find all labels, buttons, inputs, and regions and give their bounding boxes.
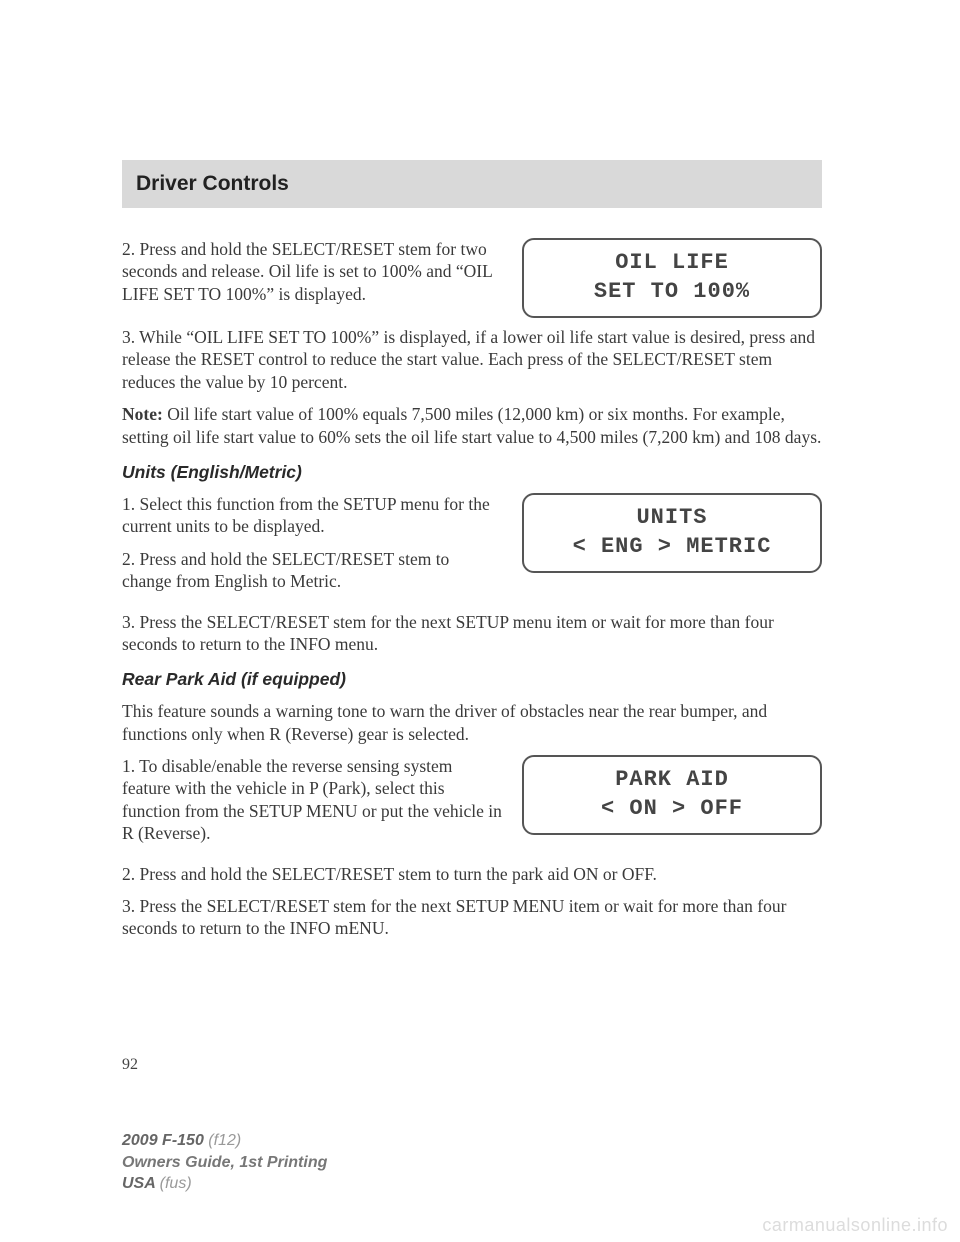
row-units: 1. Select this function from the SETUP m…	[122, 493, 822, 603]
footer-region: USA	[122, 1175, 160, 1192]
footer-line-3: USA (fus)	[122, 1173, 327, 1195]
lcd-display-park-aid: PARK AID < ON > OFF	[522, 755, 822, 835]
paragraph: 1. To disable/enable the reverse sensing…	[122, 755, 502, 845]
footer-guide: Owners Guide, 1st Printing	[122, 1152, 327, 1174]
display-line: UNITS	[636, 504, 707, 533]
watermark-text: carmanualsonline.info	[762, 1215, 948, 1236]
subheading-park-aid: Rear Park Aid (if equipped)	[122, 669, 822, 690]
text-block: 1. Select this function from the SETUP m…	[122, 493, 502, 603]
paragraph: 2. Press and hold the SELECT/RESET stem …	[122, 238, 502, 305]
lcd-display-units: UNITS < ENG > METRIC	[522, 493, 822, 573]
section-header-bar: Driver Controls	[122, 160, 822, 208]
note-text: Oil life start value of 100% equals 7,50…	[122, 404, 821, 446]
paragraph: 2. Press and hold the SELECT/RESET stem …	[122, 863, 822, 885]
paragraph: 3. While “OIL LIFE SET TO 100%” is displ…	[122, 326, 822, 393]
footer-line-1: 2009 F-150 (f12)	[122, 1130, 327, 1152]
footer-region-code: (fus)	[160, 1175, 192, 1192]
page-number: 92	[122, 1056, 138, 1074]
paragraph: 2. Press and hold the SELECT/RESET stem …	[122, 548, 502, 593]
footer-vehicle-code: (f12)	[208, 1132, 241, 1149]
paragraph: This feature sounds a warning tone to wa…	[122, 700, 822, 745]
paragraph: 3. Press the SELECT/RESET stem for the n…	[122, 895, 822, 940]
text-block: 2. Press and hold the SELECT/RESET stem …	[122, 238, 502, 318]
lcd-display-oil-life: OIL LIFE SET TO 100%	[522, 238, 822, 318]
subheading-units: Units (English/Metric)	[122, 462, 822, 483]
display-line: OIL LIFE	[615, 249, 729, 278]
footer-block: 2009 F-150 (f12) Owners Guide, 1st Print…	[122, 1130, 327, 1195]
display-line: < ENG > METRIC	[573, 533, 772, 562]
display-line: PARK AID	[615, 766, 729, 795]
paragraph: 1. Select this function from the SETUP m…	[122, 493, 502, 538]
paragraph-note: Note: Oil life start value of 100% equal…	[122, 403, 822, 448]
footer-vehicle: 2009 F-150	[122, 1132, 208, 1149]
text-block: 1. To disable/enable the reverse sensing…	[122, 755, 502, 855]
paragraph: 3. Press the SELECT/RESET stem for the n…	[122, 611, 822, 656]
row-oil-life: 2. Press and hold the SELECT/RESET stem …	[122, 238, 822, 318]
display-line: SET TO 100%	[594, 278, 750, 307]
note-label: Note:	[122, 404, 163, 424]
page: Driver Controls 2. Press and hold the SE…	[0, 0, 960, 1242]
display-line: < ON > OFF	[601, 795, 743, 824]
section-header-title: Driver Controls	[136, 172, 289, 196]
row-park-aid: 1. To disable/enable the reverse sensing…	[122, 755, 822, 855]
content-area: Driver Controls 2. Press and hold the SE…	[122, 160, 822, 950]
